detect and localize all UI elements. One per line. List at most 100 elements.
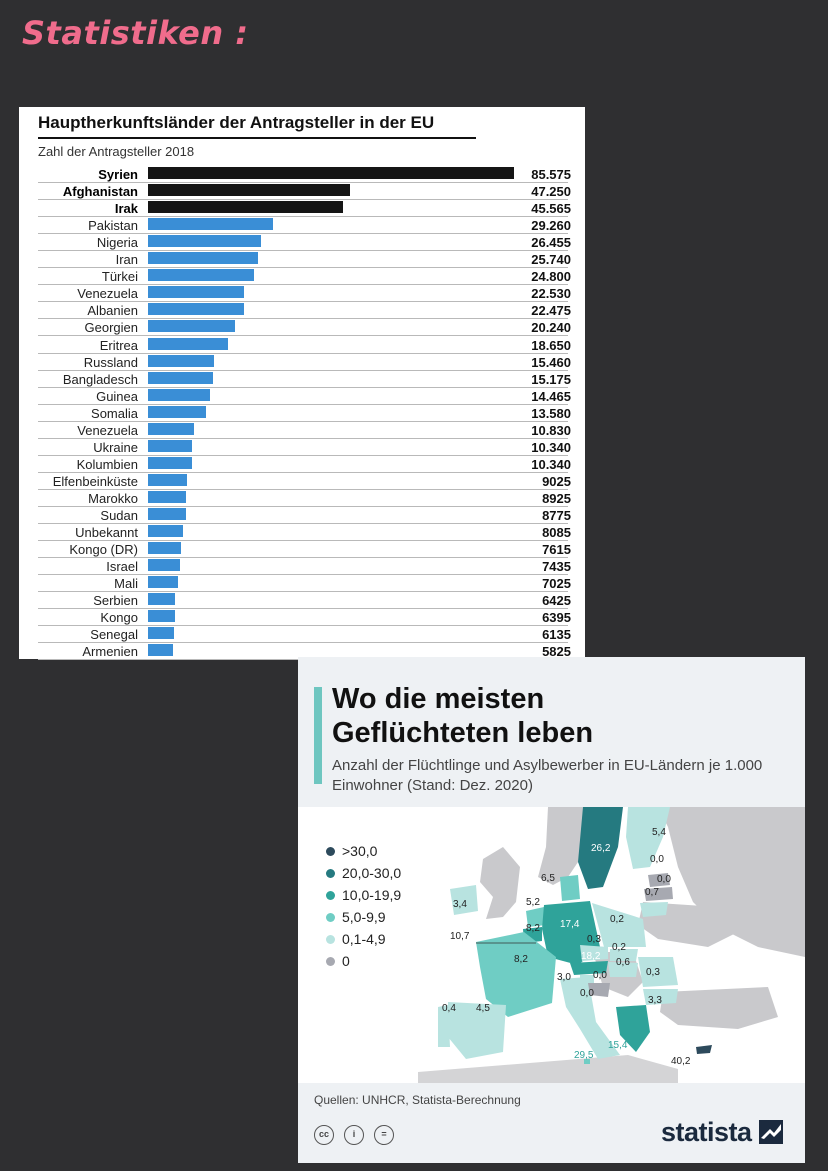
legend-label: 20,0-30,0 bbox=[342, 865, 402, 881]
map-value-latvia: 0,0 bbox=[657, 874, 671, 885]
bar bbox=[148, 627, 175, 640]
map-value-luxembourg: 8,2 bbox=[526, 923, 540, 934]
map-value-greece: 15,4 bbox=[608, 1040, 628, 1051]
country-slovenia bbox=[580, 975, 594, 983]
cc-icon[interactable]: cc bbox=[314, 1125, 334, 1145]
page-heading: Statistiken : bbox=[22, 14, 249, 52]
no-derivatives-icon[interactable]: = bbox=[374, 1125, 394, 1145]
country-hungary bbox=[608, 962, 638, 977]
bar-row: Israel 7435 bbox=[38, 558, 571, 576]
bar-category-label: Afghanistan bbox=[62, 184, 138, 200]
bar bbox=[148, 388, 210, 401]
bar bbox=[148, 473, 187, 486]
land-uk bbox=[480, 847, 520, 919]
bar bbox=[148, 593, 176, 606]
map-value-cyprus: 40,2 bbox=[671, 1056, 691, 1067]
map-value-bulgaria: 3,3 bbox=[648, 995, 662, 1006]
country-austria bbox=[570, 961, 608, 975]
land-north-africa bbox=[418, 1055, 678, 1083]
bar-value-label: 26.455 bbox=[531, 235, 571, 251]
country-romania bbox=[638, 957, 678, 987]
bar-value-label: 25.740 bbox=[531, 252, 571, 268]
bar-value-label: 29.260 bbox=[531, 218, 571, 234]
bar-value-label: 6425 bbox=[542, 593, 571, 609]
map-value-estonia: 0,0 bbox=[650, 854, 664, 865]
bar-chart-card: Hauptherkunftsländer der Antragsteller i… bbox=[19, 107, 585, 661]
country-ireland bbox=[450, 885, 478, 915]
bar bbox=[148, 286, 245, 299]
bar-value-label: 85.575 bbox=[531, 167, 571, 182]
bar bbox=[148, 184, 351, 197]
bar-category-label: Armenien bbox=[82, 644, 138, 660]
map-value-netherlands: 5,2 bbox=[526, 897, 540, 908]
bar bbox=[148, 269, 255, 282]
bar-chart-title: Hauptherkunftsländer der Antragsteller i… bbox=[38, 113, 435, 132]
map-value-spain: 4,5 bbox=[476, 1003, 490, 1014]
map-value-germany: 17,4 bbox=[560, 919, 580, 930]
bar-category-label: Irak bbox=[114, 201, 138, 217]
country-malta bbox=[584, 1059, 590, 1064]
country-italy bbox=[560, 977, 620, 1059]
bar-row: Venezuela 10.830 bbox=[38, 422, 571, 439]
bar-category-label: Ukraine bbox=[93, 439, 138, 455]
bar-row: Afghanistan 47.250 bbox=[38, 183, 571, 201]
statista-logo[interactable]: statista bbox=[661, 1117, 783, 1148]
bar-category-label: Senegal bbox=[90, 627, 138, 643]
bar-category-label: Russland bbox=[83, 354, 138, 370]
bar-category-label: Sudan bbox=[100, 508, 138, 523]
country-spain bbox=[448, 1002, 506, 1059]
bar-category-label: Unbekannt bbox=[75, 525, 138, 541]
map-value-france: 8,2 bbox=[514, 954, 528, 965]
land-turkey bbox=[660, 987, 778, 1029]
country-slovakia bbox=[610, 949, 638, 961]
map-value-poland: 0,2 bbox=[610, 914, 624, 925]
map-value-czechia: 0,3 bbox=[587, 934, 601, 945]
bar-row: Ukraine 10.340 bbox=[38, 439, 571, 456]
bar-category-label: Kongo bbox=[100, 610, 138, 626]
bar-chart-subtitle: Zahl der Antragsteller 2018 bbox=[38, 144, 195, 159]
bar-row: Eritrea 18.650 bbox=[38, 337, 571, 354]
legend-swatch bbox=[326, 957, 335, 966]
bar-row: Türkei 24.800 bbox=[38, 268, 571, 286]
bar-category-label: Nigeria bbox=[96, 235, 138, 251]
bar-row: Marokko 8925 bbox=[38, 490, 571, 507]
bar-value-label: 10.340 bbox=[531, 456, 571, 472]
bar-value-label: 22.530 bbox=[531, 286, 571, 302]
country-greece bbox=[616, 1005, 650, 1052]
bar bbox=[148, 542, 181, 555]
bar-row: Kolumbien 10.340 bbox=[38, 456, 571, 473]
country-latvia bbox=[644, 887, 673, 901]
bar-category-label: Syrien bbox=[98, 167, 138, 182]
bar-row: Venezuela 22.530 bbox=[38, 285, 571, 303]
country-czechia bbox=[580, 945, 608, 961]
bar-category-label: Marokko bbox=[88, 490, 138, 506]
bar-row: Albanien 22.475 bbox=[38, 302, 571, 320]
country-poland bbox=[592, 903, 646, 947]
bar bbox=[148, 610, 176, 623]
country-lithuania bbox=[640, 902, 668, 917]
bar-category-label: Türkei bbox=[101, 269, 138, 285]
bar-row: Kongo 6395 bbox=[38, 609, 571, 627]
country-sweden bbox=[578, 807, 623, 889]
bar-row: Elfenbeinküste 9025 bbox=[38, 473, 571, 490]
bar-value-label: 6135 bbox=[542, 627, 571, 643]
bar-category-label: Iran bbox=[115, 252, 138, 268]
bar-row: Unbekannt 8085 bbox=[38, 524, 571, 542]
bar-category-label: Guinea bbox=[96, 388, 138, 404]
bar-row: Bangladesch 15.175 bbox=[38, 371, 571, 388]
bar-value-label: 8775 bbox=[542, 508, 571, 523]
country-finland bbox=[626, 807, 670, 869]
bar bbox=[148, 525, 183, 538]
map-value-portugal: 0,4 bbox=[442, 1003, 456, 1014]
bar-value-label: 6395 bbox=[542, 610, 571, 626]
bar-row: Mali 7025 bbox=[38, 575, 571, 593]
bar bbox=[148, 235, 262, 248]
map-value-slovenia: 3,0 bbox=[557, 972, 571, 983]
attribution-icon[interactable]: i bbox=[344, 1125, 364, 1145]
bar-row: Somalia 13.580 bbox=[38, 405, 571, 422]
bar bbox=[148, 337, 228, 350]
map-value-finland: 5,4 bbox=[652, 827, 666, 838]
map-value-belgium: 10,7 bbox=[450, 931, 470, 942]
sources-text: Quellen: UNHCR, Statista-Berechnung bbox=[314, 1093, 521, 1107]
legend-label: 10,0-19,9 bbox=[342, 887, 402, 903]
